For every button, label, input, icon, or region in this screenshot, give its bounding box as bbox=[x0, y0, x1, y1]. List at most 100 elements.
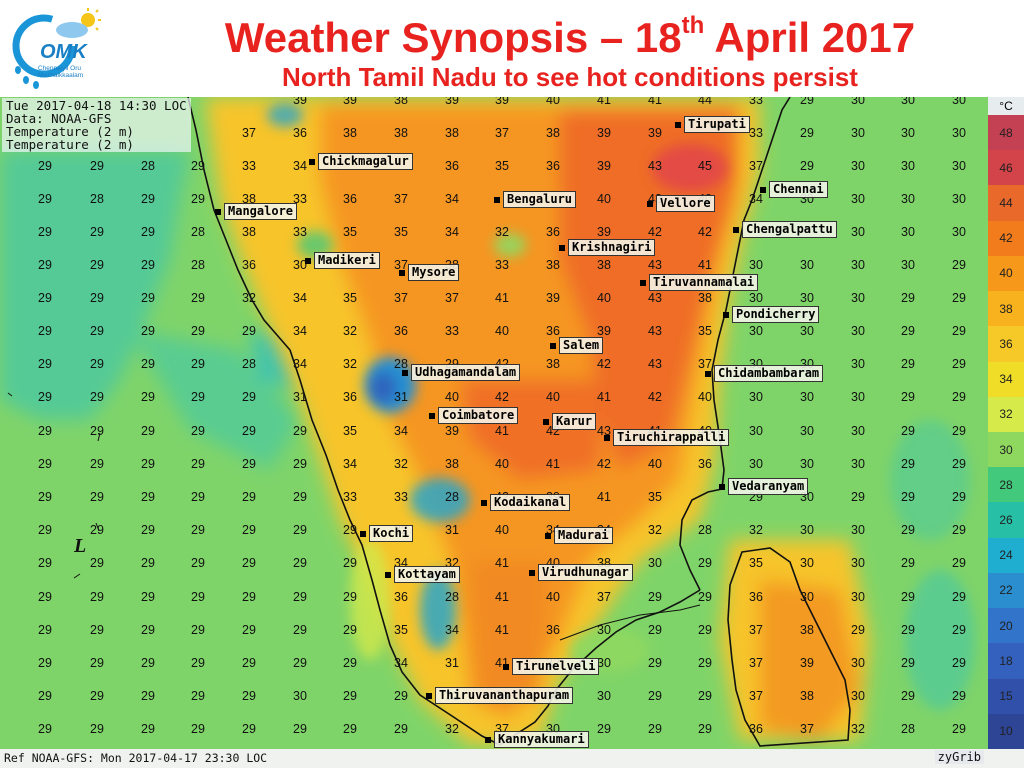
grid-value: 29 bbox=[901, 390, 915, 404]
grid-value: 37 bbox=[394, 291, 408, 305]
city-point-icon bbox=[399, 270, 405, 276]
grid-value: 29 bbox=[800, 126, 814, 140]
grid-value: 37 bbox=[800, 722, 814, 736]
legend-band: 42 bbox=[988, 220, 1024, 256]
grid-value: 29 bbox=[901, 457, 915, 471]
grid-value: 29 bbox=[242, 556, 256, 570]
grid-value: 29 bbox=[141, 556, 155, 570]
grid-value: 29 bbox=[952, 357, 966, 371]
grid-value: 29 bbox=[90, 390, 104, 404]
grid-value: 29 bbox=[90, 523, 104, 537]
grid-value: 28 bbox=[191, 258, 205, 272]
grid-value: 44 bbox=[698, 97, 712, 107]
temperature-map[interactable]: 39 39 38 39 39 40 41 41 44 33 29 30 30 30 37 36 38 38 38 37… bbox=[0, 97, 988, 749]
grid-value: 38 bbox=[394, 97, 408, 107]
legend-band: 15 bbox=[988, 678, 1024, 714]
grid-value: 29 bbox=[141, 424, 155, 438]
grid-value: 40 bbox=[546, 390, 560, 404]
grid-value: 33 bbox=[293, 225, 307, 239]
grid-value: 36 bbox=[394, 324, 408, 338]
grid-value: 30 bbox=[851, 523, 865, 537]
city-point-icon bbox=[426, 693, 432, 699]
grid-value: 29 bbox=[293, 556, 307, 570]
grid-value: 40 bbox=[546, 97, 560, 107]
grid-value: 30 bbox=[293, 258, 307, 272]
grid-value: 40 bbox=[597, 192, 611, 206]
grid-value: 29 bbox=[141, 192, 155, 206]
info-panel: Tue 2017-04-18 14:30 LOC Data: NOAA-GFS Te… bbox=[2, 98, 191, 152]
city-point-icon bbox=[305, 258, 311, 264]
city-point-icon bbox=[723, 312, 729, 318]
grid-value: 41 bbox=[698, 258, 712, 272]
legend-band: 40 bbox=[988, 255, 1024, 292]
grid-value: 35 bbox=[394, 225, 408, 239]
grid-value: 31 bbox=[445, 656, 459, 670]
info-layer-2: Temperature (2 m) bbox=[6, 137, 134, 152]
legend-band: 28 bbox=[988, 467, 1024, 503]
grid-value: 32 bbox=[445, 722, 459, 736]
grid-value: 29 bbox=[952, 258, 966, 272]
grid-value: 30 bbox=[851, 192, 865, 206]
grid-value: 35 bbox=[343, 291, 357, 305]
grid-value: 29 bbox=[141, 258, 155, 272]
grid-value: 35 bbox=[648, 490, 662, 504]
grid-value: 35 bbox=[698, 324, 712, 338]
legend-band-label: 44 bbox=[999, 196, 1013, 211]
legend-band: 44 bbox=[988, 185, 1024, 221]
grid-value: 34 bbox=[749, 192, 763, 206]
legend-band: 30 bbox=[988, 431, 1024, 468]
grid-value: 29 bbox=[191, 159, 205, 173]
legend-band-label: 20 bbox=[999, 618, 1013, 633]
legend-band-label: 46 bbox=[999, 160, 1013, 175]
grid-value: 29 bbox=[90, 490, 104, 504]
city-point-icon bbox=[647, 201, 653, 207]
grid-value: 34 bbox=[293, 159, 307, 173]
city-label: Mangalore bbox=[224, 203, 298, 220]
low-pressure-marker: L bbox=[74, 535, 87, 557]
city-label: Virudhunagar bbox=[538, 564, 633, 581]
grid-value: 37 bbox=[394, 258, 408, 272]
legend-band-label: 40 bbox=[999, 266, 1013, 281]
grid-value: 29 bbox=[38, 623, 52, 637]
grid-value: 30 bbox=[597, 689, 611, 703]
legend-band: 18 bbox=[988, 643, 1024, 679]
grid-value: 28 bbox=[901, 722, 915, 736]
grid-value: 38 bbox=[445, 457, 459, 471]
grid-value: 30 bbox=[952, 192, 966, 206]
grid-value: 33 bbox=[445, 324, 459, 338]
city-label: Udhagamandalam bbox=[411, 364, 521, 381]
grid-value: 36 bbox=[445, 159, 459, 173]
grid-value: 33 bbox=[242, 159, 256, 173]
grid-value: 34 bbox=[394, 424, 408, 438]
grid-value: 42 bbox=[495, 390, 509, 404]
grid-value: 29 bbox=[38, 258, 52, 272]
city-label: Madurai bbox=[554, 527, 613, 544]
grid-value: 29 bbox=[901, 623, 915, 637]
grid-value: 30 bbox=[901, 126, 915, 140]
grid-value: 29 bbox=[648, 590, 662, 604]
grid-value: 42 bbox=[698, 225, 712, 239]
logo-caption-1: Chennaiyil Oru bbox=[38, 65, 81, 72]
legend-band: 32 bbox=[988, 396, 1024, 432]
grid-value: 29 bbox=[141, 324, 155, 338]
legend-band-label: 26 bbox=[999, 513, 1013, 528]
grid-value: 34 bbox=[394, 656, 408, 670]
grid-value: 29 bbox=[343, 590, 357, 604]
grid-value: 29 bbox=[952, 523, 966, 537]
grid-value: 30 bbox=[749, 424, 763, 438]
grid-value: 29 bbox=[38, 656, 52, 670]
city-label: Mysore bbox=[408, 264, 460, 281]
grid-value: 29 bbox=[394, 689, 408, 703]
grid-value: 43 bbox=[648, 357, 662, 371]
grid-value: 29 bbox=[698, 623, 712, 637]
grid-value: 29 bbox=[191, 656, 205, 670]
grid-value: 31 bbox=[394, 390, 408, 404]
grid-value: 38 bbox=[800, 689, 814, 703]
grid-value: 39 bbox=[293, 97, 307, 107]
grid-value: 41 bbox=[648, 97, 662, 107]
grid-value: 37 bbox=[749, 656, 763, 670]
grid-value: 29 bbox=[394, 722, 408, 736]
grid-value: 34 bbox=[293, 357, 307, 371]
grid-value: 29 bbox=[293, 523, 307, 537]
grid-value: 29 bbox=[141, 689, 155, 703]
